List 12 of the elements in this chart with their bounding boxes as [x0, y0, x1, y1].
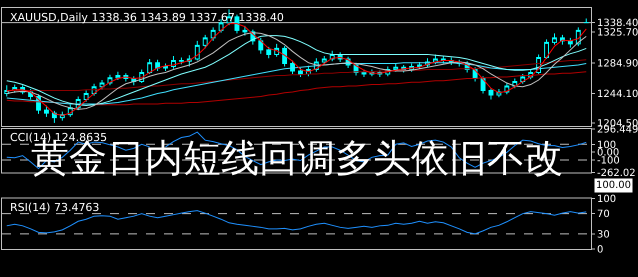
y-tick-label: 30 — [597, 229, 610, 240]
y-tick-label: 0 — [597, 244, 604, 256]
y-tick-label: 100 — [597, 194, 616, 205]
chart-title: RSI(14) 73.4763 — [10, 201, 100, 214]
text: 100.00 — [596, 180, 631, 191]
y-tick-label: 1244.10 — [597, 88, 638, 100]
y-tick-label: 1338.40 — [597, 18, 638, 30]
y-tick-label: 70 — [597, 209, 610, 220]
y-tick-label: 1284.90 — [597, 58, 638, 70]
y-tick-label: 296.449 — [597, 124, 638, 136]
y-tick-label: -262.02 — [597, 168, 636, 180]
y-tick-label: 1325.70 — [597, 28, 638, 39]
